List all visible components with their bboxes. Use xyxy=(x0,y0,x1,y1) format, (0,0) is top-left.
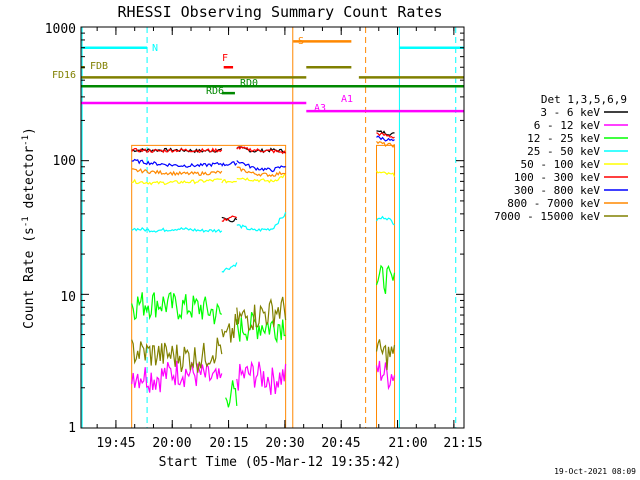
x-tick-label-2045: 20:45 xyxy=(321,436,360,451)
series-100-300-kev-segment-4 xyxy=(376,132,395,139)
y-axis-title: Count Rate (s-1 detector-1) xyxy=(21,127,37,329)
series-7000-15000-kev-segment-4 xyxy=(375,339,396,371)
y-tick-label-1: 1 xyxy=(68,421,76,436)
y-axis-title-mid: detector xyxy=(22,146,37,217)
x-tick-label-2000: 20:00 xyxy=(152,436,191,451)
flag-label-fd16: FD16 xyxy=(52,70,76,81)
series-7000-15000-kev xyxy=(131,296,396,373)
series-7000-15000-kev-segment-3 xyxy=(236,296,287,332)
flag-label-rd0: RD0 xyxy=(240,78,258,89)
series-25-50-kev-segment-1 xyxy=(131,226,223,233)
chart-title: RHESSI Observing Summary Count Rates xyxy=(117,3,442,21)
legend-label-12-25-kev: 12 - 25 keV xyxy=(527,132,600,145)
series-300-800-kev-segment-2 xyxy=(221,161,238,167)
series-50-100-kev xyxy=(131,170,396,186)
series-800-7000-kev-segment-2 xyxy=(236,166,286,178)
flag-label-rd6: RD6 xyxy=(206,86,224,97)
legend-label-3-6-kev: 3 - 6 keV xyxy=(540,106,600,119)
series-6-12-kev-segment-2 xyxy=(236,360,287,395)
legend-label-25-50-kev: 25 - 50 keV xyxy=(527,145,600,158)
series-12-25-kev-segment-3 xyxy=(236,311,286,344)
series-300-800-kev-segment-3 xyxy=(236,160,286,173)
legend-item-300-800-kev: 300 - 800 keV xyxy=(514,184,628,197)
series-100-300-kev-segment-2 xyxy=(221,215,238,222)
legend-item-7000-15000-kev: 7000 - 15000 keV xyxy=(494,210,628,223)
series-25-50-kev-segment-3 xyxy=(236,212,287,233)
legend-label-6-12-kev: 6 - 12 keV xyxy=(534,119,601,132)
series-100-300-kev xyxy=(131,132,395,222)
series-100-300-kev-segment-3 xyxy=(236,145,287,155)
flag-label-s: S xyxy=(298,36,304,47)
series-12-25-kev xyxy=(131,264,396,408)
series-50-100-kev-segment-2 xyxy=(221,178,237,184)
legend-label-300-800-kev: 300 - 800 keV xyxy=(514,184,600,197)
flag-label-fdb: FDB xyxy=(90,61,108,72)
flag-label-a3: A3 xyxy=(314,103,326,114)
legend-label-100-300-kev: 100 - 300 keV xyxy=(514,171,600,184)
legend-item-100-300-kev: 100 - 300 keV xyxy=(514,171,628,184)
series-7000-15000-kev-segment-2 xyxy=(221,313,238,343)
series-50-100-kev-segment-1 xyxy=(131,178,222,186)
y-tick-label-100: 100 xyxy=(53,154,76,169)
series-12-25-kev-segment-4 xyxy=(375,264,396,294)
series-300-800-kev xyxy=(131,135,395,173)
series-25-50-kev-segment-2 xyxy=(221,262,238,273)
legend-item-12-25-kev: 12 - 25 keV xyxy=(527,132,628,145)
legend-item-800-7000-kev: 800 - 7000 keV xyxy=(507,197,628,210)
envelope-1 xyxy=(131,144,287,428)
x-tick-label-2030: 20:30 xyxy=(265,436,304,451)
flag-bars xyxy=(81,40,464,113)
series-300-800-kev-segment-4 xyxy=(376,135,395,142)
y-axis-title-main: Count Rate (s xyxy=(22,227,37,329)
y-tick-label-1000: 1000 xyxy=(45,22,76,37)
x-tick-label-2015: 20:15 xyxy=(209,436,248,451)
x-tick-label-1945: 19:45 xyxy=(96,436,135,451)
legend-item-25-50-kev: 25 - 50 keV xyxy=(527,145,628,158)
y-axis-title-exp2: -1 xyxy=(21,135,31,146)
series-300-800-kev-segment-1 xyxy=(131,158,223,168)
axis-ticks xyxy=(81,26,464,429)
date-stamp: 19-Oct-2021 08:09 xyxy=(554,467,636,476)
x-tick-label-2100: 21:00 xyxy=(388,436,427,451)
series-3-6-kev-segment-2 xyxy=(221,216,238,223)
series-800-7000-kev xyxy=(131,141,396,178)
legend-item-3-6-kev: 3 - 6 keV xyxy=(540,106,628,119)
legend-title: Det 1,3,5,6,9 xyxy=(541,93,627,106)
legend-label-800-7000-kev: 800 - 7000 keV xyxy=(507,197,600,210)
y-axis-title-exp1: -1 xyxy=(21,216,31,227)
series-7000-15000-kev-segment-1 xyxy=(131,337,223,373)
series-12-25-kev-segment-2 xyxy=(225,380,238,408)
flag-label-a1: A1 xyxy=(341,94,353,105)
legend-item-6-12-kev: 6 - 12 keV xyxy=(534,119,628,132)
series-25-50-kev-segment-4 xyxy=(375,215,395,226)
series-50-100-kev-segment-4 xyxy=(376,170,396,178)
flag-label-n: N xyxy=(152,43,158,54)
plot-frame xyxy=(80,26,465,429)
y-axis-title-end: ) xyxy=(22,127,37,135)
legend-item-50-100-kev: 50 - 100 keV xyxy=(521,158,628,171)
legend-label-50-100-kev: 50 - 100 keV xyxy=(521,158,601,171)
series-50-100-kev-segment-3 xyxy=(236,173,286,184)
x-axis-title: Start Time (05-Mar-12 19:35:42) xyxy=(159,455,402,470)
series-25-50-kev xyxy=(131,212,395,273)
x-tick-label-2115: 21:15 xyxy=(443,436,482,451)
legend-label-7000-15000-kev: 7000 - 15000 keV xyxy=(494,210,600,223)
series-12-25-kev-segment-1 xyxy=(131,291,223,325)
series-lines xyxy=(131,130,396,408)
y-tick-label-10: 10 xyxy=(60,290,76,305)
series-100-300-kev-segment-1 xyxy=(131,147,223,154)
series-800-7000-kev-segment-1 xyxy=(131,168,223,177)
flag-label-f: F xyxy=(222,53,228,64)
time-marker-lines xyxy=(81,27,457,428)
series-800-7000-kev-segment-3 xyxy=(376,141,396,149)
series-6-12-kev-segment-3 xyxy=(375,360,396,391)
